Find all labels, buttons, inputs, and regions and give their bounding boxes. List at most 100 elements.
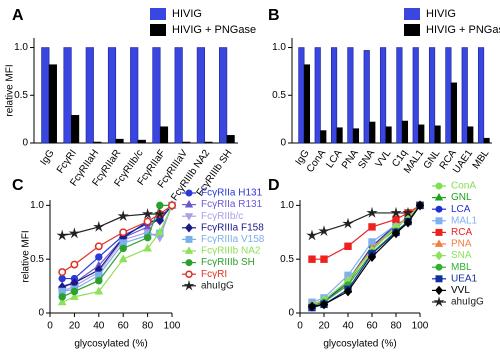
x-tick-label: 60 — [366, 321, 378, 332]
x-tick-label: 0 — [297, 321, 303, 332]
bar — [152, 47, 161, 144]
bar — [352, 128, 360, 144]
bar — [41, 47, 50, 144]
marker — [58, 293, 66, 301]
bar — [428, 47, 436, 144]
marker — [185, 270, 193, 278]
marker — [168, 201, 176, 210]
bar — [93, 141, 102, 144]
y-tick-label: 0 — [280, 138, 286, 149]
legend-label: PNA — [451, 239, 472, 250]
marker — [141, 207, 154, 219]
bar — [477, 47, 485, 144]
x-tick-label: ConA — [305, 148, 329, 175]
x-tick-label: 80 — [142, 321, 154, 332]
legend-label: RCA — [451, 227, 472, 238]
bar — [385, 126, 392, 144]
bar — [412, 47, 419, 144]
bar — [137, 139, 146, 144]
legend-label: HIVIG + PNGase — [426, 24, 500, 36]
y-tick-label: 1.0 — [272, 42, 286, 53]
marker — [118, 254, 128, 263]
marker — [368, 223, 376, 231]
marker — [435, 285, 443, 296]
bar — [159, 126, 169, 144]
marker — [307, 301, 317, 312]
marker — [390, 206, 402, 218]
marker — [434, 239, 444, 247]
marker — [318, 225, 330, 237]
marker — [433, 296, 445, 307]
marker — [184, 246, 194, 254]
marker — [143, 233, 152, 242]
y-tick-label: 0.5 — [272, 90, 286, 101]
x-tick-label: 40 — [93, 321, 105, 332]
bar — [347, 47, 354, 144]
marker — [435, 250, 443, 261]
legend-label: ahuIgG — [201, 280, 234, 291]
marker — [435, 263, 443, 271]
marker — [391, 228, 401, 239]
y-axis-label: relative MFI — [5, 64, 16, 116]
marker — [342, 217, 354, 229]
bar — [330, 47, 338, 144]
y-tick-label: 0.5 — [30, 254, 44, 265]
legend-label: HIVIG — [172, 8, 202, 20]
y-tick-label: 0 — [22, 138, 28, 149]
legend-label: HIVIG + PNGase — [172, 24, 256, 36]
legend-label: MAL1 — [451, 215, 478, 226]
bar — [130, 47, 139, 144]
marker — [343, 286, 353, 297]
panel-label: B — [268, 7, 280, 24]
legend-label: FcγRI — [201, 269, 227, 280]
bar — [434, 125, 441, 144]
bar — [467, 126, 474, 144]
marker — [57, 297, 67, 306]
marker — [143, 217, 152, 226]
y-tick-label: 0 — [38, 308, 44, 319]
marker — [56, 229, 68, 241]
marker — [70, 291, 79, 300]
bar — [298, 47, 305, 144]
x-tick-label: MBL — [471, 148, 492, 172]
legend-label: UEA1 — [451, 273, 478, 284]
marker — [58, 274, 66, 283]
bar — [63, 47, 72, 144]
bar — [219, 47, 228, 144]
legend-label: ConA — [451, 181, 476, 192]
y-axis-label: relative MFI — [21, 230, 32, 282]
legend-label: HIVIG — [426, 8, 456, 20]
marker — [367, 252, 377, 262]
legend-label: LCA — [451, 204, 471, 215]
bar — [48, 64, 57, 144]
marker — [308, 255, 316, 263]
bar — [461, 47, 468, 144]
x-tick-label: PNA — [340, 148, 361, 171]
legend-label: GNL — [451, 192, 472, 203]
legend-label: MBL — [451, 262, 472, 273]
legend-swatch — [150, 8, 166, 20]
marker — [435, 217, 443, 225]
marker — [435, 228, 443, 236]
y-tick-label: 1.0 — [30, 200, 44, 211]
x-axis-label: glycosylated (%) — [74, 339, 147, 350]
marker — [185, 259, 193, 267]
marker — [154, 207, 166, 219]
marker — [94, 242, 103, 251]
x-tick-label: IgG — [38, 148, 56, 168]
bar — [418, 124, 425, 144]
marker — [434, 192, 444, 201]
x-tick-label: 20 — [318, 321, 330, 332]
y-tick-label: 1.0 — [280, 200, 294, 211]
marker — [415, 200, 425, 211]
legend-label: FcγRIIIa V158 — [201, 234, 265, 245]
marker — [156, 201, 164, 210]
bar — [196, 47, 205, 144]
marker — [320, 255, 328, 263]
marker — [95, 253, 103, 261]
legend-label: SNA — [451, 250, 472, 261]
x-axis-label: glycosylated (%) — [323, 339, 396, 350]
bar — [71, 115, 80, 144]
marker — [185, 223, 193, 233]
